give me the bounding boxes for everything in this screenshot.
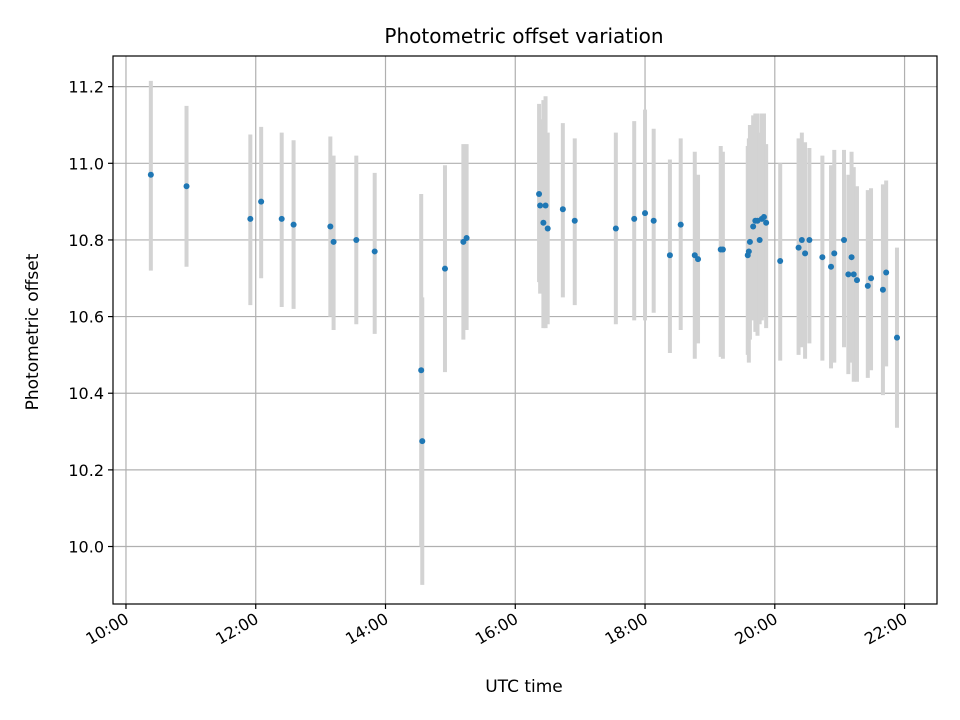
y-tick-label: 11.2 [68, 78, 104, 97]
data-point [883, 269, 890, 276]
data-point [756, 236, 763, 243]
data-point [746, 238, 753, 245]
y-tick-label: 10.8 [68, 231, 104, 250]
data-point [677, 221, 684, 228]
plot-frame [112, 55, 938, 605]
data-point [258, 198, 265, 205]
data-point [848, 254, 855, 261]
data-point [777, 258, 784, 265]
data-point [612, 225, 619, 232]
y-axis-label: Photometric offset [23, 253, 43, 410]
data-point [868, 275, 875, 282]
data-point [278, 215, 285, 222]
data-point [802, 250, 809, 257]
data-point [806, 236, 813, 243]
data-point [828, 263, 835, 270]
data-points [147, 171, 900, 445]
data-point [418, 367, 425, 374]
chart-title: Photometric offset variation [384, 24, 663, 48]
data-point [419, 438, 426, 445]
data-point [571, 217, 578, 224]
data-point [831, 250, 838, 257]
data-point [463, 235, 470, 242]
data-point [642, 210, 649, 217]
data-point [183, 183, 190, 190]
data-point [540, 219, 547, 226]
data-point [798, 236, 805, 243]
data-point [819, 254, 826, 261]
data-point [850, 271, 857, 278]
data-point [330, 238, 337, 245]
data-point [750, 223, 757, 230]
data-point [247, 215, 254, 222]
data-point [536, 190, 543, 197]
data-point [290, 221, 297, 228]
data-point [719, 246, 726, 253]
data-point [745, 248, 752, 255]
data-point [845, 271, 852, 278]
data-point [879, 286, 886, 293]
y-tick-label: 11.0 [68, 154, 104, 173]
data-point [650, 217, 657, 224]
data-point [666, 252, 673, 259]
data-point [441, 265, 448, 272]
data-point [327, 223, 334, 230]
data-point [544, 225, 551, 232]
data-point [353, 236, 360, 243]
data-point [760, 213, 767, 220]
data-point [559, 206, 566, 213]
data-point [147, 171, 154, 178]
data-point [893, 334, 900, 341]
y-tick-label: 10.4 [68, 384, 104, 403]
data-point [537, 202, 544, 209]
data-point [795, 244, 802, 251]
data-point [841, 236, 848, 243]
y-tick-label: 10.0 [68, 538, 104, 557]
data-point [631, 215, 638, 222]
y-tick-label: 10.6 [68, 308, 104, 327]
data-point [542, 202, 549, 209]
data-point [695, 256, 702, 263]
data-point [864, 282, 871, 289]
data-point [763, 219, 770, 226]
x-axis-label: UTC time [485, 677, 563, 697]
data-point [853, 277, 860, 284]
data-point [371, 248, 378, 255]
y-axis-ticks: 10.0 10.2 10.4 10.6 10.8 11.0 11.2 [68, 78, 113, 557]
y-tick-label: 10.2 [68, 461, 104, 480]
